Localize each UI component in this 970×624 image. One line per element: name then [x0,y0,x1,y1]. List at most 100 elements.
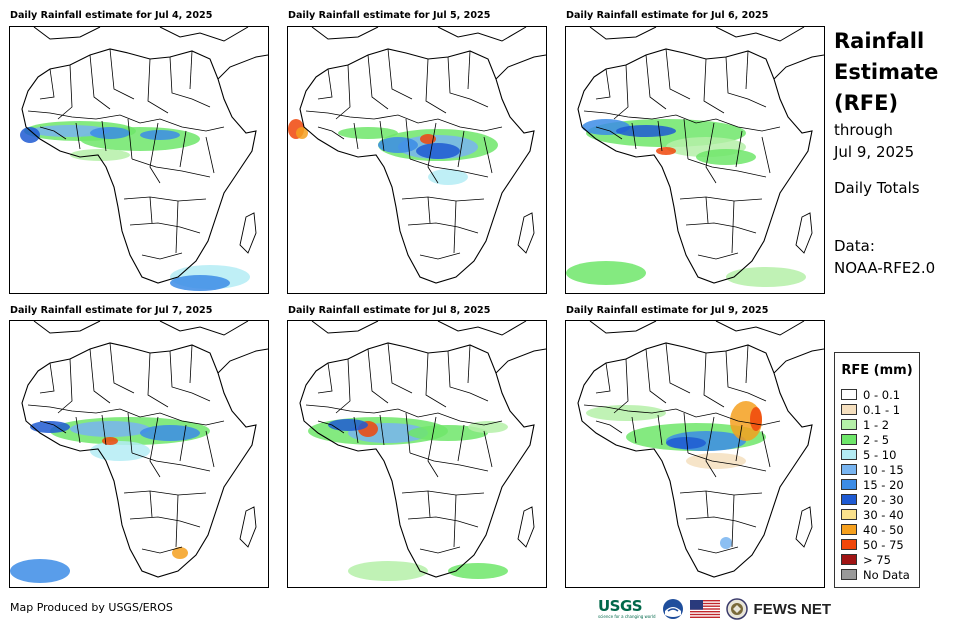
country-border [147,58,169,114]
data-source: NOAA-RFE2.0 [834,259,936,277]
country-border [379,120,385,152]
legend-item: 50 - 75 [835,537,919,552]
country-border [75,122,81,150]
country-border [407,222,479,234]
africa-map-svg [566,27,824,287]
rainfall-area [566,261,646,285]
panel-title: Daily Rainfall estimate for Jul 6, 2025 [566,10,769,21]
europe-coastline [33,27,268,80]
country-border [761,136,771,174]
legend-swatch [841,494,857,505]
country-border [595,126,623,140]
country-border [149,490,153,518]
data-label: Data: [834,237,875,255]
subtitle-line: Jul 9, 2025 [834,143,915,161]
country-border [205,430,215,468]
legend-label: 50 - 75 [863,537,904,552]
country-border [761,430,771,468]
madagascar-outline [795,212,813,254]
rainfall-area [416,143,460,159]
rainfall-area [140,130,180,140]
country-border [705,196,709,224]
legend-item: 40 - 50 [835,522,919,537]
country-border [175,494,179,548]
country-border [101,414,107,446]
country-border [665,342,691,394]
africa-coastline [21,342,257,578]
madagascar-outline [517,212,535,254]
madagascar-outline [239,506,257,548]
legend-title: RFE (mm) [841,363,913,378]
country-border [305,404,503,426]
country-border [109,342,135,394]
rainfall-area [170,275,230,291]
panel-title: Daily Rainfall estimate for Jul 4, 2025 [10,10,213,21]
panel-title: Daily Rainfall estimate for Jul 7, 2025 [10,305,213,316]
country-border [705,416,717,478]
madagascar-outline [795,506,813,548]
country-border [697,252,739,260]
country-border [427,122,439,184]
legend-swatch [841,434,857,445]
country-border [317,420,345,434]
country-border [687,158,767,178]
rainfall-area [102,437,118,445]
country-border [731,200,735,254]
country-border [317,362,333,394]
rainfall-area [408,425,488,441]
country-border [149,196,153,224]
rainfall-area [666,437,706,449]
country-border [109,48,135,100]
rainfall-area [70,421,150,437]
country-border [453,494,457,548]
country-border [123,490,207,496]
rainfall-map [565,26,825,294]
europe-coastline [589,27,824,80]
country-border [447,350,489,402]
legend-label: > 75 [863,552,891,567]
country-border [149,122,161,184]
country-border [425,352,447,408]
legend-swatch [841,539,857,550]
legend-item: 5 - 10 [835,447,919,462]
country-border [631,416,637,444]
legend-item: 1 - 2 [835,417,919,432]
country-border [129,222,201,234]
legend-label: 30 - 40 [863,507,904,522]
rainfall-area [328,419,368,431]
country-border [39,362,55,394]
country-border [613,358,629,414]
totals-label: Daily Totals [834,179,920,197]
country-border [745,50,749,90]
country-border [645,54,667,110]
title-line: (RFE) [834,91,899,115]
rainfall-area [296,127,308,139]
country-border [131,158,211,178]
legend-label: 0 - 0.1 [863,387,901,402]
africa-map-svg [288,27,546,284]
country-border [687,452,767,472]
country-border [147,352,169,408]
legend-item: 15 - 20 [835,477,919,492]
noaa-logo-icon [662,599,683,619]
legend-label: 5 - 10 [863,447,897,462]
madagascar-outline [517,506,535,548]
country-border [467,344,471,384]
africa-coastline [299,48,535,284]
usgs-wordmark: USGS [598,597,643,615]
legend-item: No Data [835,567,919,582]
rainfall-area [30,125,110,137]
country-border [583,404,781,426]
usgs-tagline: science for a changing world [598,614,656,619]
title-line: Estimate [834,60,939,84]
legend-item: 30 - 40 [835,507,919,522]
country-border [735,130,743,168]
country-border [679,490,763,496]
africa-coastline [577,342,813,578]
country-border [367,348,389,404]
country-border [141,252,183,260]
country-border [419,252,461,260]
country-border [123,196,207,202]
rainfall-map [9,26,269,294]
rainfall-area [428,169,468,185]
